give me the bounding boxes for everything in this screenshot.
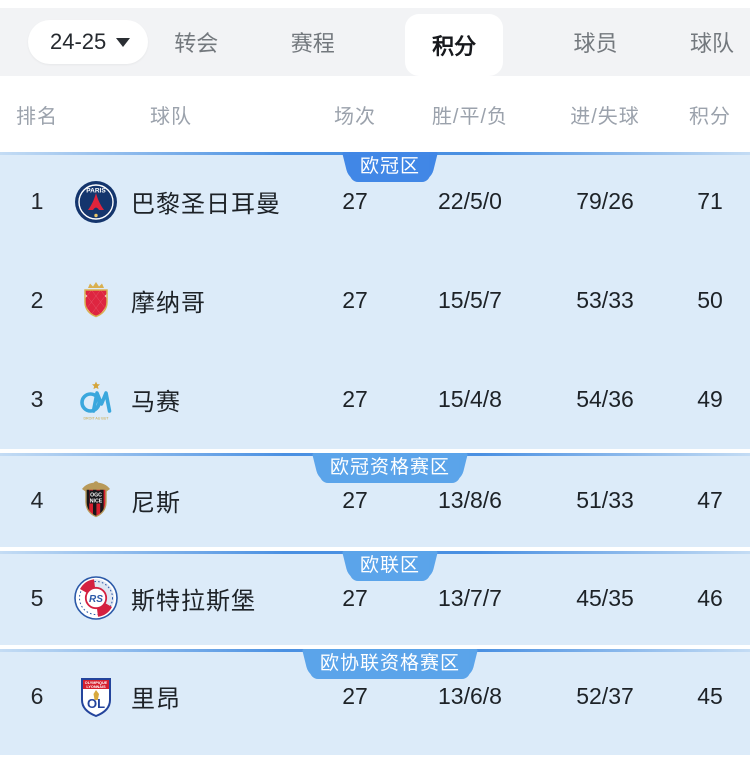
rank-cell: 2 — [30, 287, 44, 313]
goals-cell: 53/33 — [576, 287, 634, 313]
zone-section: 欧冠区 1 PARIS 巴黎圣日耳曼 27 22/5/0 79/26 71 2 … — [0, 152, 750, 449]
table-row[interactable]: 2 摩纳哥 27 15/5/7 53/33 50 — [0, 251, 750, 350]
nice-logo: OGC NICE — [74, 478, 118, 522]
team-cell: 摩纳哥 — [74, 279, 310, 323]
league-standings-page: 24-25 转会 赛程 积分 球员 球队 排名 球队 场次 胜/平/负 进/失球… — [0, 8, 750, 759]
zone-rows: 6 OLYMPIQUE LYONNAIS OL 里昂 27 13/6/8 52/37… — [0, 649, 750, 743]
played-cell: 27 — [342, 287, 368, 313]
svg-text:NICE: NICE — [90, 499, 103, 505]
team-cell: DROIT AU BUT 马赛 — [74, 378, 310, 422]
zone-badge-label: 欧冠资格赛区 — [319, 453, 461, 483]
points-cell: 45 — [697, 682, 723, 709]
table-row[interactable]: 4 OGC NICE 尼斯 27 13/8/6 51/33 47 — [0, 453, 750, 547]
header-team: 球队 — [150, 105, 192, 128]
team-name: 里昂 — [131, 685, 181, 713]
svg-text:OL: OL — [87, 696, 105, 711]
zone-badge-label: 欧协联资格赛区 — [309, 649, 471, 679]
lyon-logo: OLYMPIQUE LYONNAIS OL — [74, 674, 118, 718]
monaco-logo — [74, 279, 118, 323]
wdl-cell: 13/8/6 — [438, 486, 502, 513]
svg-text:OGC: OGC — [90, 493, 102, 499]
team-cell: RS 斯特拉斯堡 — [74, 576, 310, 620]
zone-badge: 欧协联资格赛区 — [309, 649, 471, 679]
rank-cell: 5 — [30, 584, 44, 611]
rank-cell: 4 — [30, 486, 44, 513]
played-cell: 27 — [342, 486, 368, 513]
header-points: 积分 — [689, 105, 731, 128]
svg-text:RS: RS — [89, 594, 103, 605]
wdl-cell: 22/5/0 — [438, 188, 502, 214]
points-cell: 46 — [697, 584, 723, 611]
season-dropdown[interactable]: 24-25 — [28, 20, 149, 64]
tab-transfers[interactable]: 转会 — [174, 31, 219, 56]
team-cell: OLYMPIQUE LYONNAIS OL 里昂 — [74, 674, 310, 718]
played-cell: 27 — [342, 682, 368, 709]
header-wdl: 胜/平/负 — [431, 105, 509, 128]
table-header-row: 排名 球队 场次 胜/平/负 进/失球 积分 — [0, 76, 750, 152]
played-cell: 27 — [342, 386, 368, 412]
zone-badge: 欧冠区 — [349, 152, 431, 182]
rank-cell: 1 — [30, 188, 44, 214]
caret-down-icon — [116, 37, 131, 47]
header-rank: 排名 — [16, 105, 58, 128]
table-row[interactable]: 3 DROIT AU BUT 马赛 27 15/4/8 54/36 49 — [0, 350, 750, 449]
tab-players[interactable]: 球员 — [573, 31, 618, 56]
goals-cell: 51/33 — [576, 486, 634, 513]
zone-badge: 欧冠资格赛区 — [319, 453, 461, 483]
team-name: 摩纳哥 — [131, 290, 206, 317]
team-name: 马赛 — [131, 389, 181, 416]
header-goals: 进/失球 — [570, 105, 640, 128]
tab-standings[interactable]: 积分 — [405, 14, 504, 76]
svg-text:OLYMPIQUE: OLYMPIQUE — [85, 681, 108, 685]
table-row[interactable]: 5 RS 斯特拉斯堡 27 13/7/7 45/35 46 — [0, 551, 750, 645]
zone-section: 欧协联资格赛区 6 OLYMPIQUE LYONNAIS OL 里昂 27 13/6… — [0, 649, 750, 755]
zone-section: 欧冠资格赛区 4 OGC NICE 尼斯 27 13/8/6 51/33 47 — [0, 453, 750, 547]
zone-rows: 5 RS 斯特拉斯堡 27 13/7/7 45/35 46 — [0, 551, 750, 645]
header-played: 场次 — [334, 105, 376, 128]
team-cell: PARIS 巴黎圣日耳曼 — [74, 180, 310, 224]
table-row[interactable]: 1 PARIS 巴黎圣日耳曼 27 22/5/0 79/26 71 — [0, 152, 750, 251]
rank-cell: 3 — [30, 386, 44, 412]
marseille-logo: DROIT AU BUT — [74, 378, 118, 422]
goals-cell: 79/26 — [576, 188, 634, 214]
zone-badge-label: 欧联区 — [349, 551, 431, 581]
wdl-cell: 13/6/8 — [438, 682, 502, 709]
goals-cell: 52/37 — [576, 682, 634, 709]
team-name: 斯特拉斯堡 — [131, 587, 256, 615]
zone-rows: 1 PARIS 巴黎圣日耳曼 27 22/5/0 79/26 71 2 摩纳哥 … — [0, 152, 750, 449]
nav-tabs: 转会 赛程 积分 球员 球队 — [172, 11, 736, 76]
points-cell: 50 — [697, 287, 723, 313]
played-cell: 27 — [342, 584, 368, 611]
zone-section: 欧联区 5 RS 斯特拉斯堡 27 13/7/7 45/35 46 — [0, 551, 750, 645]
season-label: 24-25 — [50, 29, 107, 54]
played-cell: 27 — [342, 188, 368, 214]
goals-cell: 45/35 — [576, 584, 634, 611]
standings-table: 欧冠区 1 PARIS 巴黎圣日耳曼 27 22/5/0 79/26 71 2 … — [0, 152, 750, 755]
tab-schedule[interactable]: 赛程 — [290, 31, 335, 56]
svg-text:LYONNAIS: LYONNAIS — [86, 685, 106, 689]
points-cell: 71 — [697, 188, 723, 214]
svg-text:PARIS: PARIS — [86, 187, 106, 194]
top-tab-bar: 24-25 转会 赛程 积分 球员 球队 — [0, 8, 750, 76]
team-name: 尼斯 — [131, 489, 181, 517]
svg-text:DROIT AU BUT: DROIT AU BUT — [83, 416, 109, 420]
wdl-cell: 15/5/7 — [438, 287, 502, 313]
wdl-cell: 15/4/8 — [438, 386, 502, 412]
zone-badge: 欧联区 — [349, 551, 431, 581]
table-row[interactable]: 6 OLYMPIQUE LYONNAIS OL 里昂 27 13/6/8 52/37… — [0, 649, 750, 743]
goals-cell: 54/36 — [576, 386, 634, 412]
team-cell: OGC NICE 尼斯 — [74, 478, 310, 522]
team-name: 巴黎圣日耳曼 — [131, 191, 281, 218]
tab-teams[interactable]: 球队 — [689, 31, 734, 56]
zone-rows: 4 OGC NICE 尼斯 27 13/8/6 51/33 47 — [0, 453, 750, 547]
wdl-cell: 13/7/7 — [438, 584, 502, 611]
rank-cell: 6 — [30, 682, 44, 709]
strasbourg-logo: RS — [74, 576, 118, 620]
psg-logo: PARIS — [74, 180, 118, 224]
points-cell: 47 — [697, 486, 723, 513]
zone-badge-label: 欧冠区 — [349, 152, 431, 182]
points-cell: 49 — [697, 386, 723, 412]
